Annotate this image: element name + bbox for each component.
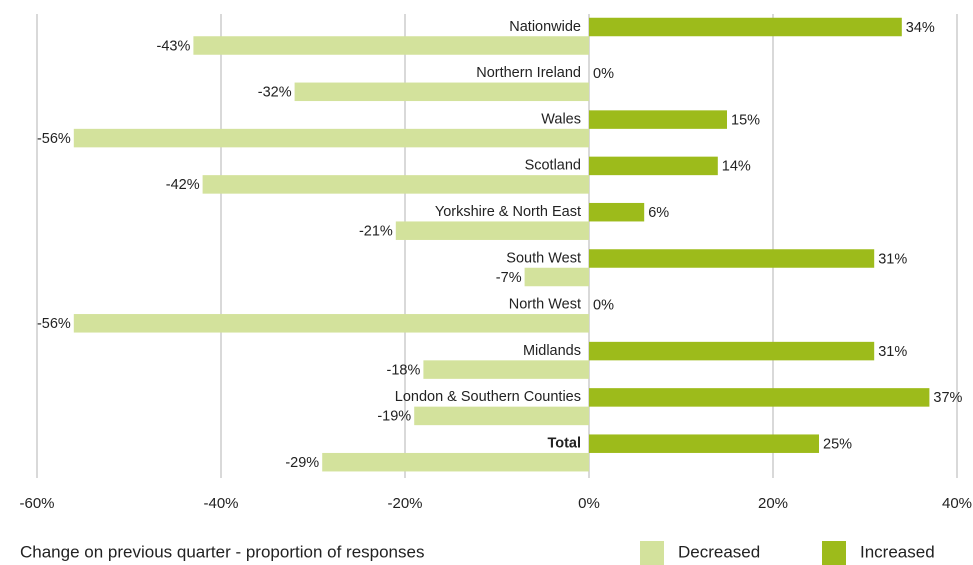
value-label: -32% bbox=[258, 85, 292, 101]
category-label: Total bbox=[547, 436, 581, 452]
bar bbox=[589, 156, 718, 176]
value-label: 31% bbox=[878, 344, 907, 360]
category-label: Scotland bbox=[525, 158, 581, 174]
bar bbox=[589, 17, 902, 37]
value-label: 0% bbox=[593, 298, 614, 314]
category-label: Northern Ireland bbox=[476, 65, 581, 81]
legend-label: Increased bbox=[860, 542, 935, 561]
x-tick-label: 20% bbox=[758, 495, 788, 512]
value-label: -43% bbox=[157, 38, 191, 54]
value-label: -19% bbox=[377, 409, 411, 425]
bar bbox=[73, 314, 590, 333]
category-label: North West bbox=[509, 297, 581, 313]
value-label: 6% bbox=[648, 205, 669, 221]
x-tick-label: -60% bbox=[19, 495, 54, 512]
bar bbox=[589, 341, 875, 361]
bar bbox=[322, 452, 589, 472]
value-label: -21% bbox=[359, 224, 393, 240]
bar bbox=[589, 249, 875, 268]
bar bbox=[73, 128, 590, 148]
bar bbox=[202, 175, 589, 194]
x-tick-label: 40% bbox=[942, 495, 972, 512]
category-label: Nationwide bbox=[509, 19, 581, 35]
chart-title: Change on previous quarter - proportion … bbox=[20, 542, 424, 561]
category-label: South West bbox=[506, 250, 581, 266]
value-label: -7% bbox=[496, 270, 522, 286]
value-label: -29% bbox=[285, 455, 319, 471]
value-label: 0% bbox=[593, 66, 614, 82]
x-tick-label: -20% bbox=[387, 495, 422, 512]
value-label: 31% bbox=[878, 251, 907, 267]
bar bbox=[589, 388, 930, 407]
value-label: -18% bbox=[387, 362, 421, 378]
value-label: 37% bbox=[933, 390, 962, 406]
value-label: 34% bbox=[906, 20, 935, 36]
value-label: -56% bbox=[37, 316, 71, 332]
x-tick-label: -40% bbox=[203, 495, 238, 512]
bar bbox=[589, 434, 819, 453]
category-label: Midlands bbox=[523, 343, 581, 359]
bar bbox=[423, 360, 589, 379]
legend-label: Decreased bbox=[678, 542, 760, 561]
value-label: -42% bbox=[166, 177, 200, 193]
bar bbox=[414, 406, 589, 426]
value-label: 15% bbox=[731, 112, 760, 128]
category-label: Yorkshire & North East bbox=[435, 204, 581, 220]
value-label: -56% bbox=[37, 131, 71, 147]
bar bbox=[193, 36, 589, 55]
value-label: 25% bbox=[823, 437, 852, 453]
x-tick-label: 0% bbox=[578, 495, 600, 512]
bar bbox=[589, 202, 645, 222]
bar bbox=[524, 267, 589, 287]
category-label: London & Southern Counties bbox=[395, 389, 581, 405]
category-label: Wales bbox=[541, 111, 581, 127]
bar bbox=[294, 82, 589, 102]
legend-swatch bbox=[640, 541, 664, 565]
bar bbox=[395, 221, 589, 240]
bar bbox=[589, 110, 727, 129]
legend-swatch bbox=[822, 541, 846, 565]
value-label: 14% bbox=[722, 159, 751, 175]
